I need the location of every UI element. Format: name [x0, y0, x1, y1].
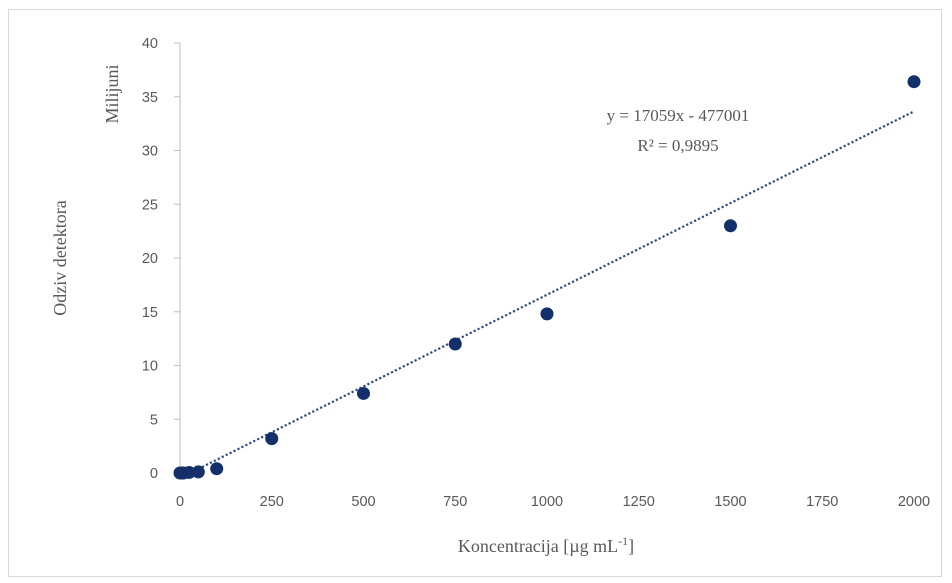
y-tick-label: 30: [142, 144, 158, 160]
x-axis-title: Koncentracija [µg mL-1]: [458, 534, 634, 556]
data-point: [907, 75, 921, 89]
y-tick-label: 40: [142, 36, 158, 52]
trendline: [189, 110, 915, 474]
x-axis-title-main: Koncentracija [µg mL: [458, 536, 618, 556]
x-tick-label: 1000: [531, 494, 563, 510]
y-tick-label: 25: [142, 197, 158, 213]
y-tick-label: 20: [142, 251, 158, 267]
y-tick-label: 0: [150, 466, 158, 482]
data-point: [357, 386, 370, 400]
y-tick-label: 35: [142, 90, 158, 106]
x-tick-label: 500: [351, 494, 375, 510]
data-point: [265, 432, 279, 446]
y-tick-label: 5: [150, 412, 158, 428]
r-squared-label: R² = 0,9895: [637, 136, 718, 155]
y-tick-label: 15: [142, 305, 158, 321]
x-axis-title-superscript: -1: [618, 534, 628, 548]
x-tick-label: 2000: [898, 494, 930, 510]
x-tick-label: 1250: [623, 494, 655, 510]
data-point: [182, 465, 196, 479]
x-tick-label: 250: [260, 494, 284, 510]
x-tick-label: 0: [176, 494, 184, 510]
x-tick-label: 750: [443, 494, 467, 510]
data-point: [210, 462, 224, 476]
y-tick-label: 10: [142, 359, 158, 375]
y-axis-title: Odziv detektora: [50, 200, 70, 315]
x-tick-label: 1750: [806, 494, 838, 510]
data-point: [724, 219, 737, 233]
chart-area: [8, 9, 942, 577]
data-point: [448, 337, 462, 351]
x-axis-title-end: ]: [628, 536, 634, 556]
data-point: [540, 307, 554, 321]
trendline-equation: y = 17059x - 477001: [607, 106, 750, 125]
x-tick-label: 1500: [714, 494, 746, 510]
y-unit-label: Milijuni: [102, 64, 122, 123]
data-point: [191, 465, 205, 479]
